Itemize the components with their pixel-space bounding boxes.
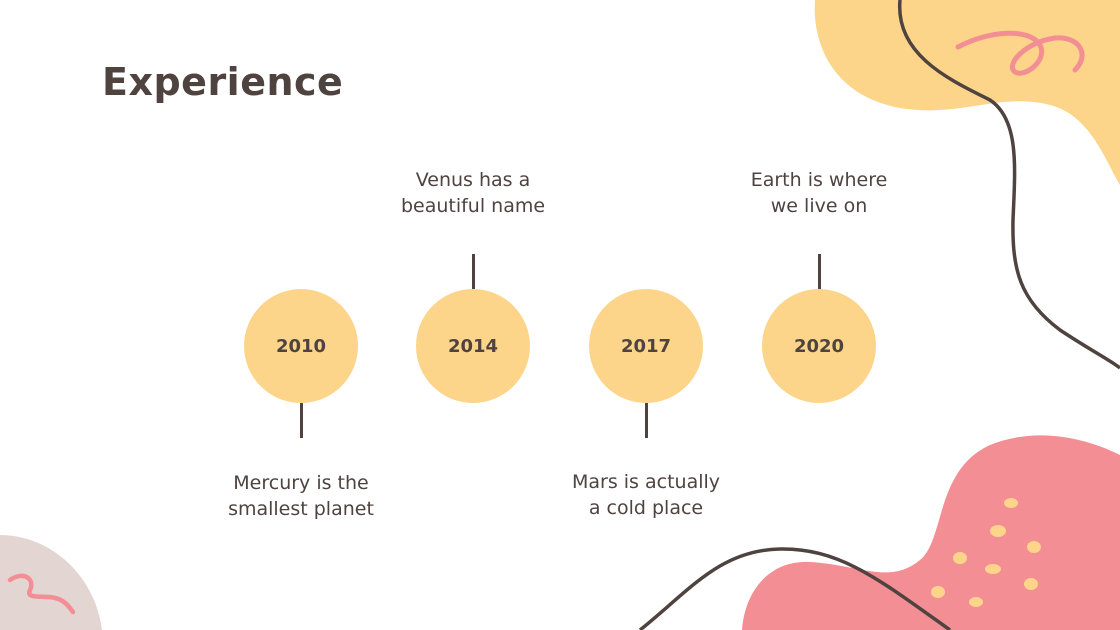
timeline-connector [818, 254, 821, 289]
timeline-year-2010: 2010 [244, 289, 358, 403]
description-line: smallest planet [228, 498, 374, 520]
timeline-connector [472, 254, 475, 289]
description-line: we live on [770, 195, 868, 217]
description-line: a cold place [588, 497, 704, 519]
pink-blob [742, 435, 1120, 630]
description-line: Mercury is the [233, 472, 369, 494]
page-title: Experience [102, 60, 344, 104]
timeline-connector [645, 403, 648, 438]
grey-blob [0, 535, 102, 630]
timeline-description: Earth is where we live on [709, 167, 929, 219]
timeline-year-2014: 2014 [416, 289, 530, 403]
pink-swirl [955, 30, 1085, 76]
timeline-description: Venus has a beautiful name [363, 167, 583, 219]
timeline-year-2017: 2017 [589, 289, 703, 403]
description-line: beautiful name [400, 195, 546, 217]
timeline-year-2020: 2020 [762, 289, 876, 403]
description-line: Mars is actually [571, 471, 721, 493]
dark-wave-line [898, 0, 1120, 370]
description-line: Venus has a [415, 169, 531, 191]
dark-bottom-line [638, 547, 952, 630]
timeline-description: Mars is actually a cold place [536, 469, 756, 521]
description-line: Earth is where [750, 169, 888, 191]
yellow-blob [814, 0, 1120, 185]
timeline-description: Mercury is the smallest planet [191, 470, 411, 522]
pink-squiggle [7, 573, 76, 615]
timeline-connector [300, 403, 303, 438]
yellow-dots [931, 498, 1041, 607]
